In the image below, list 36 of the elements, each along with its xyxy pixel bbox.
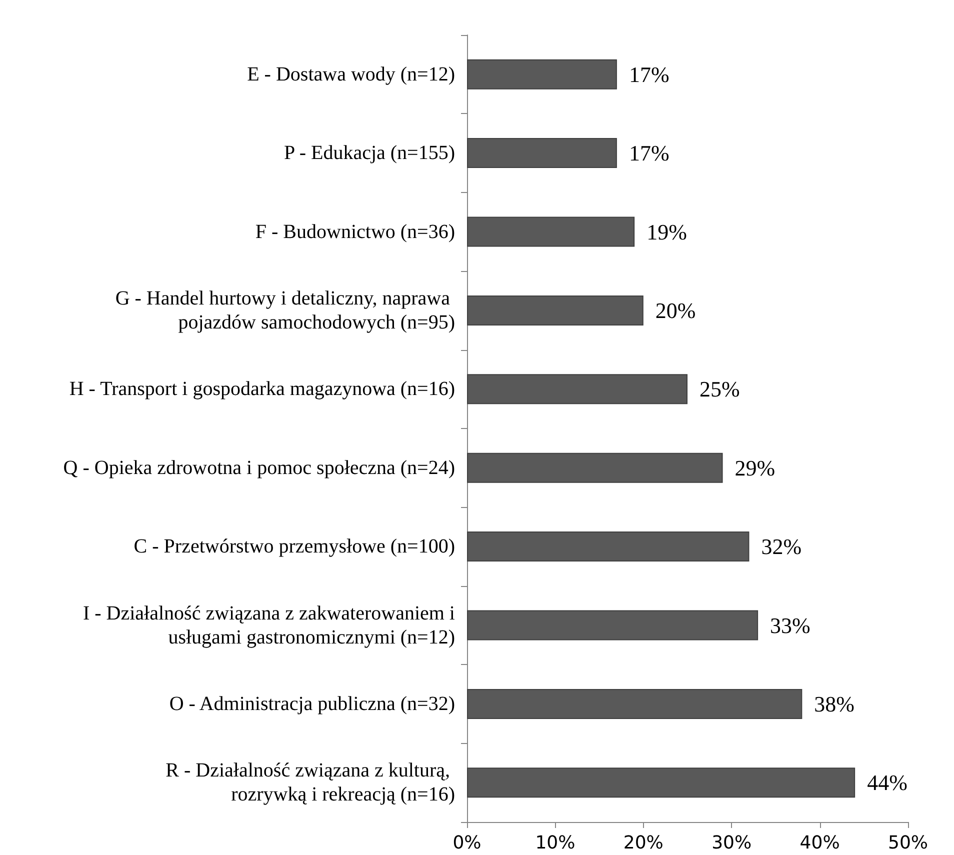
data-label: 44% [867, 770, 908, 796]
y-tick-label: Q - Opieka zdrowotna i pomoc społeczna (n=24) [63, 456, 455, 479]
data-label: 33% [770, 612, 810, 638]
data-label: 17% [628, 140, 670, 166]
data-label: 17% [628, 62, 670, 87]
y-tick-label: G - Handel hurtowy i detaliczny, naprawa pojazdów samochodowych (n=95) [115, 287, 455, 334]
bar [467, 688, 802, 719]
y-tick-label: H - Transport i gospodarka magazynowa (n=16) [69, 378, 455, 400]
data-label: 29% [734, 455, 776, 480]
x-tick-label: 30% [712, 832, 752, 854]
x-tick-label: 50% [888, 832, 928, 854]
bar [467, 59, 617, 90]
data-label: 20% [655, 298, 696, 323]
bar [467, 295, 644, 326]
bar [467, 452, 723, 483]
x-tick-label: 40% [800, 832, 840, 854]
data-label: 38% [814, 691, 854, 716]
data-label: 25% [700, 376, 740, 402]
bar [467, 374, 688, 404]
y-tick-label: P - Edukacja (n=155) [284, 142, 455, 164]
x-tick-label: 20% [623, 832, 664, 854]
y-tick-label: F - Budownictwo (n=36) [255, 220, 455, 243]
y-tick-label: R - Działalność związana z kulturą, rozrywką i rekreacją (n=16) [166, 760, 455, 806]
y-tick-label: I - Działalność związana z zakwaterowaniem i usługami gastronomicznymi (n=12) [82, 602, 456, 648]
data-label: 19% [646, 219, 687, 244]
x-tick-label: 0% [452, 832, 482, 854]
data-label: 32% [761, 534, 802, 560]
bar [467, 532, 750, 562]
bar [467, 768, 856, 798]
y-tick-label: O - Administracja publiczna (n=32) [169, 692, 455, 715]
x-tick-label: 10% [535, 832, 576, 854]
y-tick-label: E - Dostawa wody (n=12) [247, 63, 455, 86]
bar [467, 216, 635, 247]
y-tick-label: C - Przetwórstwo przemysłowe (n=100) [134, 536, 455, 558]
bar [467, 138, 617, 168]
bar [467, 610, 758, 640]
